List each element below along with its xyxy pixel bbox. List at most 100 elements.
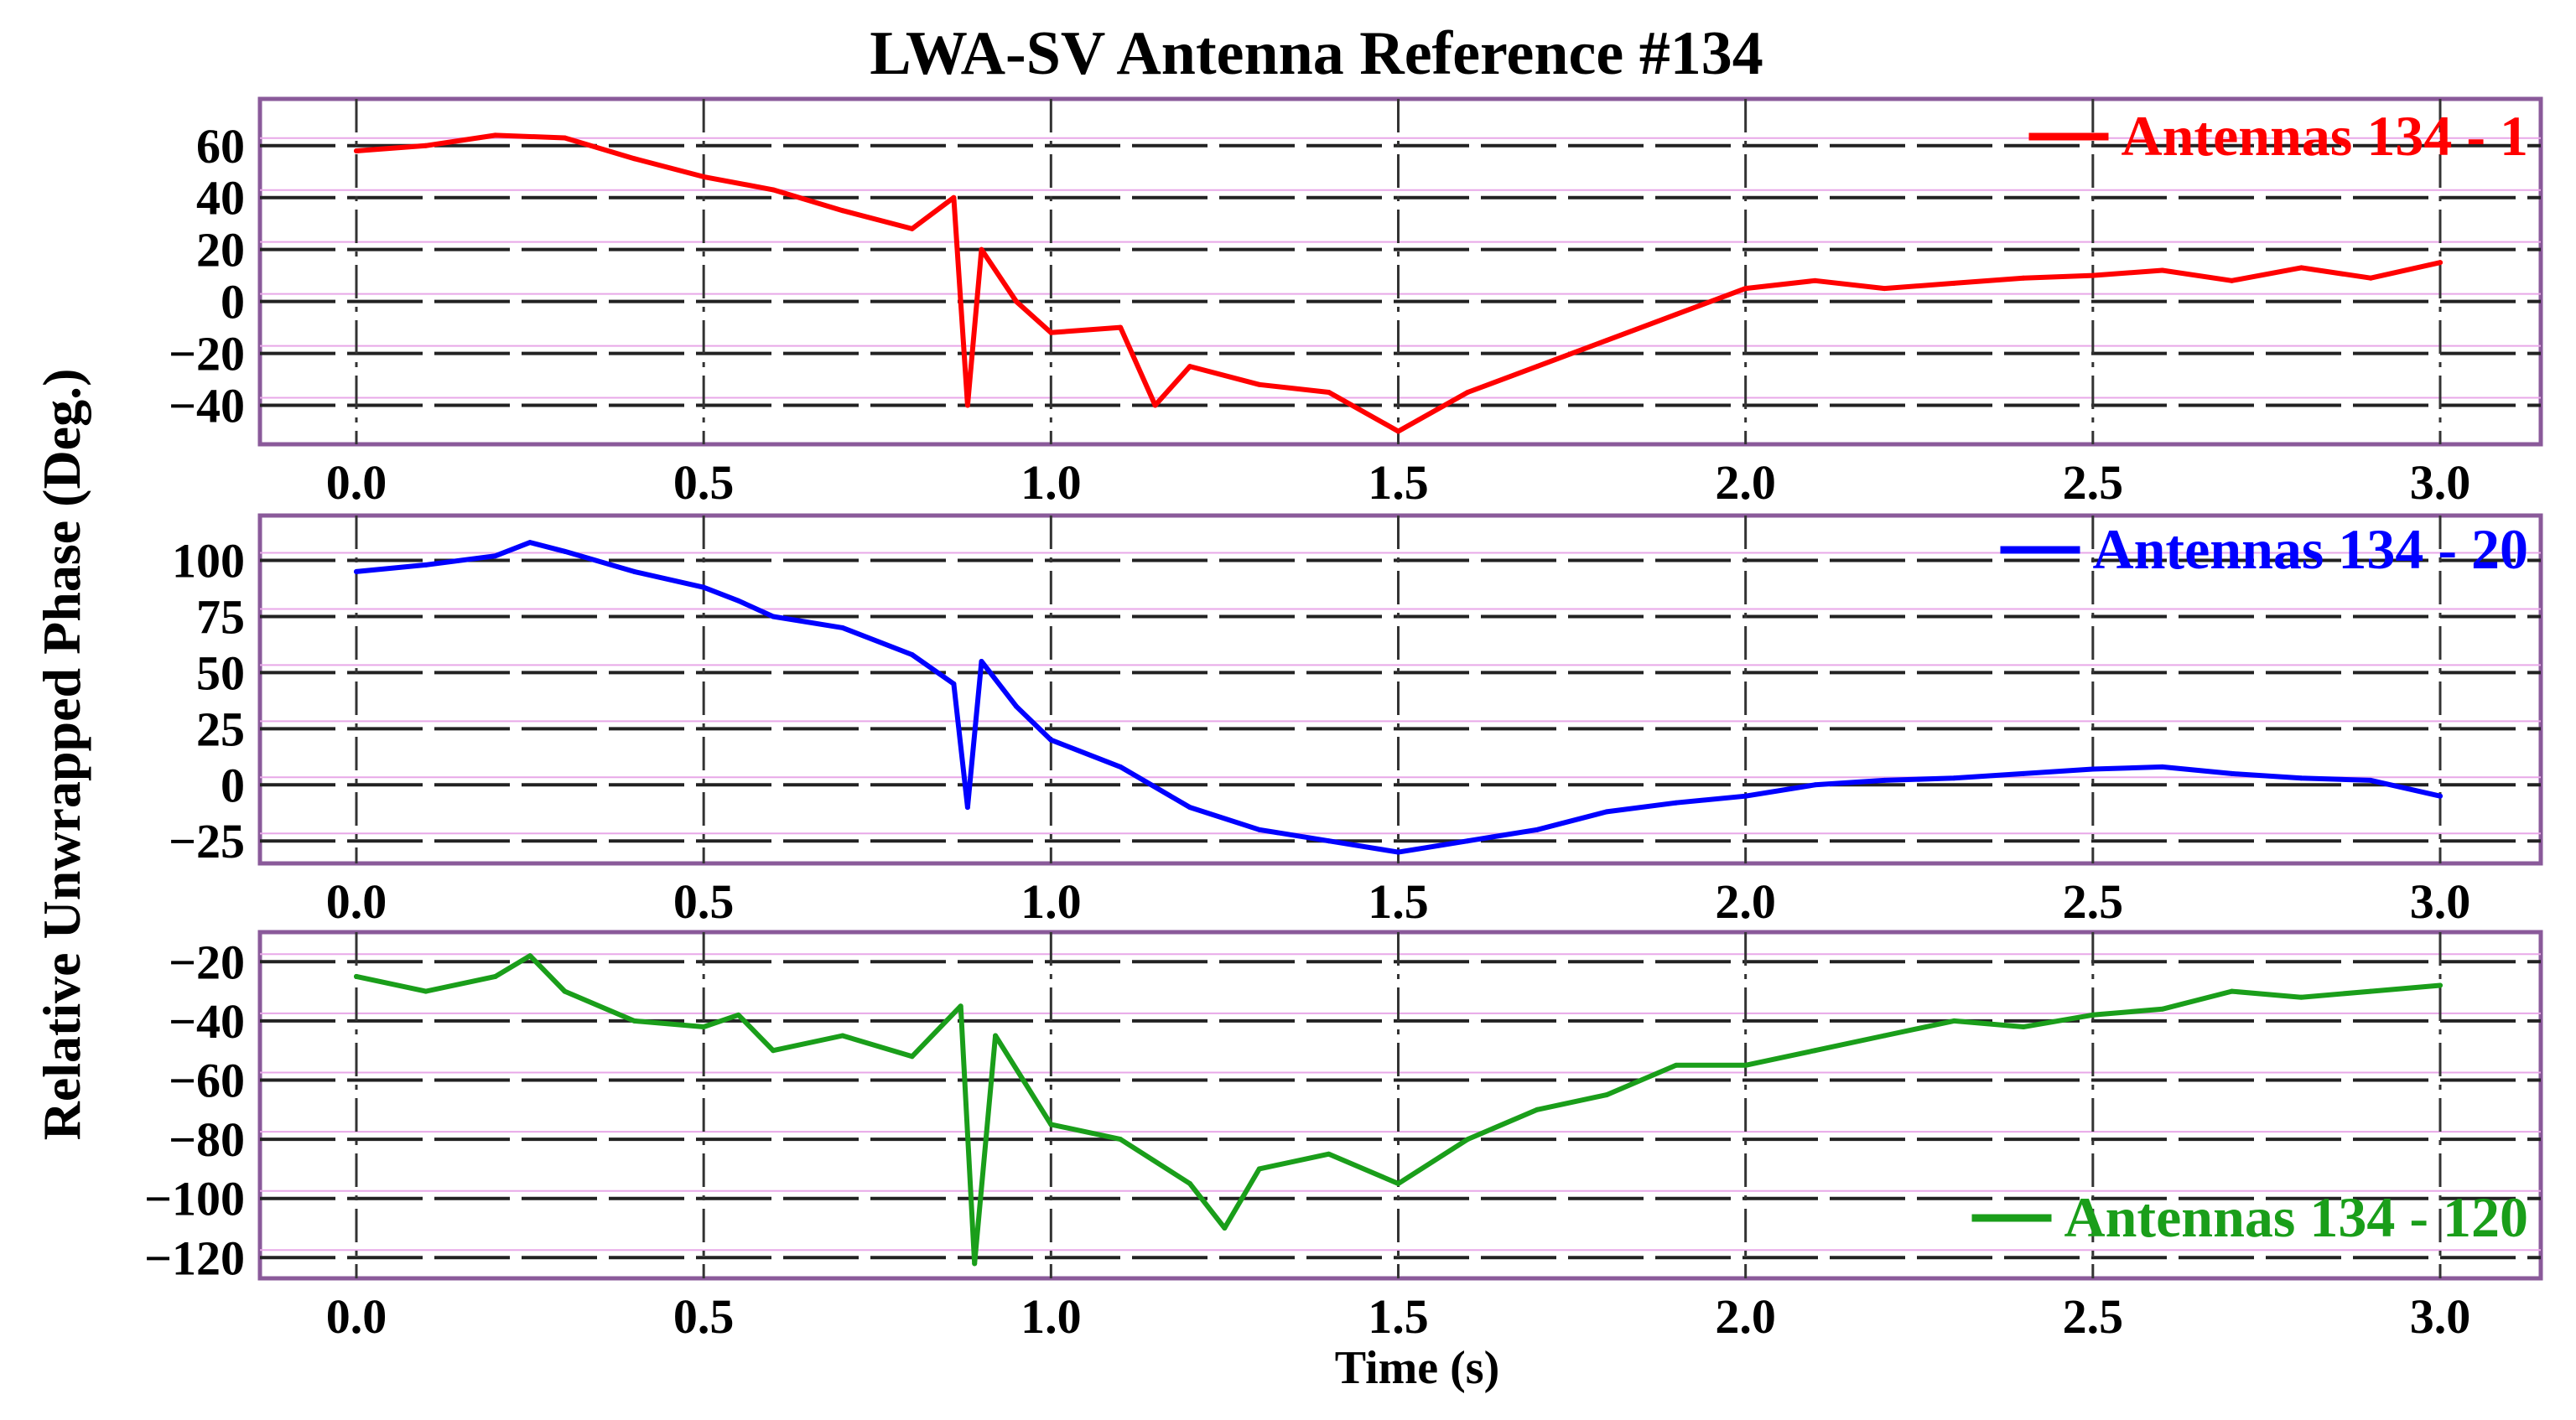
- y-tick-label: −40: [169, 994, 245, 1049]
- data-point: [2021, 770, 2026, 776]
- y-tick-label: 100: [172, 534, 245, 588]
- data-point: [1673, 800, 1679, 806]
- data-point: [2229, 988, 2235, 994]
- data-point: [2368, 275, 2374, 281]
- data-point: [562, 135, 568, 141]
- data-point: [1673, 1062, 1679, 1068]
- data-point: [1395, 849, 1401, 855]
- data-point: [492, 132, 498, 138]
- legend: Antennas 134 - 120: [1971, 1185, 2529, 1249]
- data-point: [1326, 1151, 1332, 1157]
- data-point: [492, 973, 498, 979]
- data-point: [1118, 764, 1124, 770]
- y-tick-label: −40: [169, 379, 245, 433]
- data-point: [423, 562, 428, 567]
- data-point: [2159, 267, 2165, 273]
- data-point: [1326, 390, 1332, 396]
- data-point: [735, 598, 741, 604]
- data-point: [527, 953, 533, 959]
- data-point: [972, 1261, 978, 1267]
- data-point: [423, 988, 428, 994]
- data-point: [771, 187, 776, 193]
- x-tick-label: 1.5: [1368, 874, 1429, 929]
- data-point: [1013, 298, 1019, 304]
- data-point: [1048, 737, 1054, 743]
- data-point: [909, 1054, 915, 1060]
- data-point: [1326, 838, 1332, 844]
- data-point: [771, 614, 776, 619]
- data-point: [631, 568, 637, 574]
- data-point: [951, 194, 957, 200]
- y-tick-label: 25: [196, 702, 245, 756]
- x-tick-label: 2.5: [2063, 874, 2124, 929]
- y-tick-label: −80: [169, 1112, 245, 1167]
- data-point: [1742, 793, 1748, 799]
- data-point: [1395, 428, 1401, 434]
- x-tick-label: 2.0: [1715, 874, 1776, 929]
- y-axis-label: Relative Unwrapped Phase (Deg.): [32, 369, 91, 1141]
- series-line: [354, 540, 2443, 855]
- data-point: [839, 208, 845, 214]
- data-point: [354, 148, 359, 153]
- y-tick-label: 75: [196, 589, 245, 644]
- y-tick-label: 60: [196, 119, 245, 174]
- data-point: [1812, 782, 1818, 788]
- y-tick-label: 50: [196, 645, 245, 700]
- data-point: [964, 805, 970, 811]
- data-point: [423, 143, 428, 148]
- data-point: [2368, 777, 2374, 783]
- data-point: [2090, 766, 2096, 772]
- data-point: [958, 1003, 963, 1009]
- x-tick-label: 3.0: [2410, 1289, 2471, 1344]
- legend-label: Antennas 134 - 120: [2064, 1185, 2529, 1249]
- data-point: [1882, 777, 1888, 783]
- y-tick-label: −20: [169, 327, 245, 381]
- data-point: [631, 156, 637, 162]
- x-tick-label: 1.5: [1368, 1289, 1429, 1344]
- data-point: [631, 1018, 637, 1024]
- data-point: [354, 973, 359, 979]
- data-point: [1812, 1048, 1818, 1054]
- data-point: [2021, 1024, 2026, 1029]
- data-point: [2159, 1006, 2165, 1012]
- data-point: [2438, 982, 2443, 988]
- data-point: [1535, 364, 1540, 370]
- data-point: [1465, 838, 1471, 844]
- x-tick-label: 0.0: [326, 1289, 387, 1344]
- legend-label: Antennas 134 - 1: [2122, 104, 2529, 168]
- data-point: [1951, 280, 1957, 286]
- data-point: [1395, 1181, 1401, 1187]
- data-point: [1013, 703, 1019, 709]
- data-point: [1187, 1181, 1192, 1187]
- y-tick-label: −120: [144, 1231, 245, 1285]
- x-tick-label: 3.0: [2410, 455, 2471, 510]
- data-point: [2229, 277, 2235, 283]
- data-point: [1256, 1166, 1262, 1172]
- data-point: [2090, 272, 2096, 278]
- data-point: [701, 584, 707, 590]
- data-point: [562, 988, 568, 994]
- data-point: [527, 540, 533, 546]
- data-point: [951, 681, 957, 687]
- data-point: [701, 1024, 707, 1029]
- data-point: [1465, 1137, 1471, 1143]
- data-point: [1535, 1106, 1540, 1112]
- chart-title: LWA-SV Antenna Reference #134: [870, 19, 1763, 88]
- data-point: [2229, 770, 2235, 776]
- panel-frame: [257, 513, 2543, 866]
- data-point: [354, 568, 359, 574]
- x-tick-label: 0.5: [673, 1289, 735, 1344]
- y-tick-label: −20: [169, 935, 245, 989]
- x-tick-label: 1.0: [1021, 874, 1082, 929]
- y-tick-label: 20: [196, 223, 245, 277]
- y-tick-label: −25: [169, 814, 245, 868]
- data-point: [2438, 793, 2443, 799]
- legend: Antennas 134 - 1: [2028, 104, 2529, 168]
- data-point: [562, 548, 568, 554]
- x-tick-label: 2.0: [1715, 1289, 1776, 1344]
- data-point: [1951, 775, 1957, 781]
- data-point: [909, 225, 915, 231]
